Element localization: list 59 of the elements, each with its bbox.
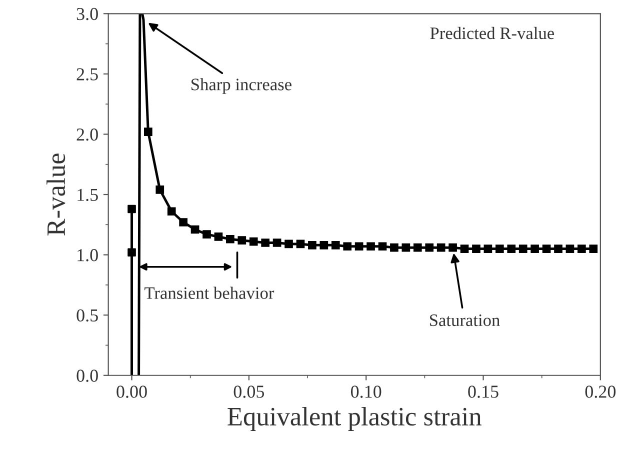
point [272,238,282,247]
point [354,242,364,251]
x-axis-title: Equivalent plastic strain [228,407,482,431]
point [578,244,586,253]
x-tick-label: 0.00 [116,386,147,398]
point [589,244,598,253]
y-axis-title: R-value [46,154,66,236]
point [128,248,136,257]
point [343,242,352,251]
point [284,240,293,248]
point [331,240,340,250]
point [296,240,305,248]
point [436,243,446,252]
point [425,243,434,252]
point [320,240,328,250]
x-tick-label: 0.10 [350,386,382,398]
point [202,230,211,238]
point [566,244,574,253]
point [402,243,410,252]
annotation: Predicted R-value [430,26,554,40]
point [156,186,164,194]
point [496,244,504,253]
point [413,243,422,252]
x-tick-label: 0.20 [585,386,616,398]
point [190,225,200,234]
y-tick-label: 2.0 [76,128,98,141]
y-tick-label: 2.5 [76,68,98,80]
point [518,244,528,253]
point [378,242,387,251]
annotation: Transient behavior [144,286,274,299]
point [530,244,539,253]
point [507,244,516,253]
y-tick-label: 1.0 [78,249,98,262]
point [226,234,234,244]
point [390,243,398,252]
x-tick-label: 0.05 [234,386,264,398]
y-tick-label: 0.5 [76,309,98,322]
annotation: Saturation [430,314,500,326]
point [167,207,176,216]
y-tick-label: 3.0 [76,8,98,20]
point [144,128,152,136]
point [179,218,188,226]
point [448,243,457,252]
point [238,236,246,244]
point [554,244,562,253]
point [542,244,551,253]
point [128,204,136,214]
point [308,240,316,250]
point [484,244,492,253]
y-tick-label: 0.0 [76,370,98,382]
y-tick-label: 1.5 [78,188,98,202]
point [472,244,480,253]
x-tick-label: 0.15 [468,386,498,398]
point [214,232,223,241]
point [460,244,469,253]
point [249,237,258,246]
point [261,238,270,247]
point [366,242,375,251]
annotation: Sharp increase [192,78,292,94]
